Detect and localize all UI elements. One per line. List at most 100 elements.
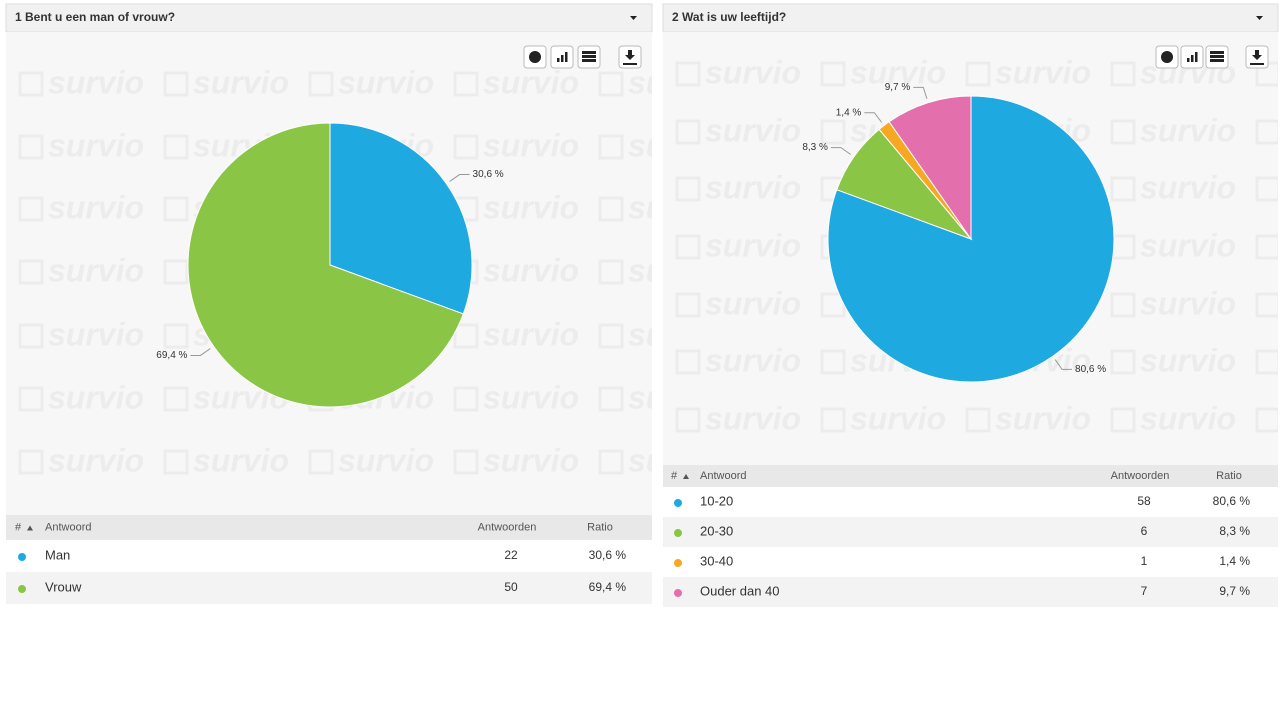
watermark-text: survio <box>628 379 724 415</box>
watermark-icon <box>18 71 44 97</box>
answer-ratio: 9,7 % <box>1219 584 1250 598</box>
pie-slice <box>187 122 464 408</box>
table-row <box>663 517 1278 547</box>
leader-line <box>830 147 852 155</box>
watermark-text: survio <box>193 442 289 478</box>
table-icon <box>1210 55 1224 58</box>
watermark-icon <box>1110 407 1136 433</box>
watermark-text: survio <box>705 54 801 90</box>
leader-line <box>1054 359 1073 370</box>
answer-ratio: 8,3 % <box>1219 524 1250 538</box>
watermark-icon <box>1110 119 1136 145</box>
watermark-text: survio <box>705 342 801 378</box>
watermark-text: survio <box>48 189 144 225</box>
watermark-text: survio <box>850 400 946 436</box>
table-icon <box>582 59 596 62</box>
watermark-icon <box>820 349 846 375</box>
watermark-text: survio <box>628 252 724 288</box>
watermark-text: survio <box>48 316 144 352</box>
sort-arrow <box>683 474 689 479</box>
answer-count: 6 <box>1141 524 1148 538</box>
watermark-icon <box>598 196 624 222</box>
legend-dot <box>18 585 26 593</box>
leader-line <box>190 348 211 356</box>
watermark-text: survio <box>628 189 724 225</box>
watermark-icon <box>453 449 479 475</box>
watermark-text: survio <box>483 64 579 100</box>
watermark-icon <box>163 196 189 222</box>
watermark-icon <box>1110 176 1136 202</box>
watermark-text: survio <box>995 54 1091 90</box>
dropdown-arrow[interactable] <box>630 16 637 20</box>
watermark-icon <box>308 449 334 475</box>
watermark-icon <box>1110 349 1136 375</box>
watermark-text: survio <box>705 112 801 148</box>
table-header-cell: # <box>671 470 678 482</box>
watermark-icon <box>675 292 701 318</box>
table-icon <box>1210 59 1224 62</box>
download-icon <box>1250 50 1264 65</box>
table-header-cell: Antwoord <box>45 521 91 533</box>
pie-slice <box>888 95 972 241</box>
answer-count: 22 <box>504 548 518 562</box>
watermark-icon <box>820 119 846 145</box>
answer-label: Ouder dan 40 <box>700 583 780 598</box>
table-header-cell: Ratio <box>587 521 613 533</box>
watermark-text: survio <box>628 316 724 352</box>
leader-line <box>913 86 928 99</box>
table-row <box>663 577 1278 607</box>
table-header-cell: Ratio <box>1216 470 1242 482</box>
watermark-text: survio <box>48 442 144 478</box>
watermark-icon <box>163 71 189 97</box>
watermark-icon <box>598 323 624 349</box>
table-row <box>663 487 1278 517</box>
table-row <box>6 572 652 604</box>
watermark-icon <box>965 61 991 87</box>
watermark-text: survio <box>483 189 579 225</box>
watermark-icon <box>598 386 624 412</box>
watermark-text: survio <box>1140 285 1236 321</box>
bar-icon <box>1191 55 1194 62</box>
bar-icon <box>1195 52 1198 62</box>
watermark-icon <box>675 349 701 375</box>
watermark-icon <box>598 259 624 285</box>
answer-label: 10-20 <box>700 493 733 508</box>
answer-count: 1 <box>1141 554 1148 568</box>
data-label: 1,4 % <box>836 107 862 118</box>
legend-dot <box>674 529 682 537</box>
watermark-text: survio <box>1140 400 1236 436</box>
watermark-icon <box>453 323 479 349</box>
legend-dot <box>674 499 682 507</box>
watermark-text: survio <box>628 442 724 478</box>
watermark-icon <box>820 61 846 87</box>
watermark-icon <box>598 134 624 160</box>
table-row <box>663 547 1278 577</box>
watermark-icon <box>18 134 44 160</box>
legend-dot <box>18 553 26 561</box>
watermark-icon <box>820 407 846 433</box>
download-icon <box>623 50 637 65</box>
table-header-cell: Antwoorden <box>478 521 537 533</box>
legend-dot <box>674 589 682 597</box>
answer-label: Vrouw <box>45 579 82 594</box>
watermark-icon <box>1255 234 1278 260</box>
watermark-text: survio <box>705 285 801 321</box>
table-icon <box>582 55 596 58</box>
bar-icon <box>561 55 564 62</box>
watermark-text: survio <box>995 400 1091 436</box>
watermark-text: survio <box>48 379 144 415</box>
sort-arrow <box>27 525 33 531</box>
bar-icon <box>1187 58 1190 62</box>
table-header-cell: Antwoord <box>700 470 746 482</box>
watermark-text: survio <box>483 127 579 163</box>
dropdown-arrow[interactable] <box>1256 16 1263 20</box>
answer-count: 7 <box>1141 584 1148 598</box>
watermark-icon <box>453 71 479 97</box>
watermark-icon <box>163 134 189 160</box>
bar-icon <box>565 52 568 62</box>
watermark-text: survio <box>483 379 579 415</box>
watermark-icon <box>453 386 479 412</box>
answer-count: 50 <box>504 580 518 594</box>
watermark-icon <box>1255 292 1278 318</box>
answer-ratio: 69,4 % <box>589 580 627 594</box>
